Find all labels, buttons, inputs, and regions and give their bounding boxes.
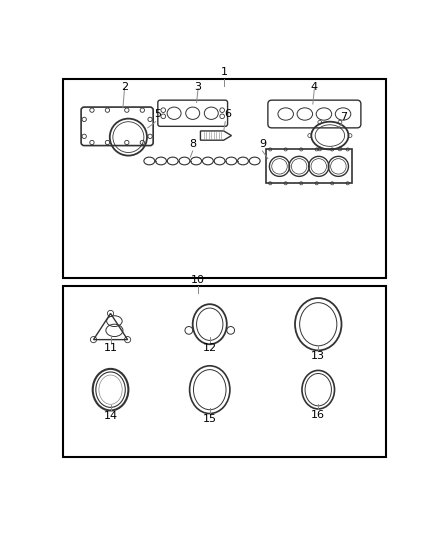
Text: 7: 7 <box>340 112 347 123</box>
Text: 15: 15 <box>203 414 217 424</box>
Bar <box>266 149 352 183</box>
Text: 6: 6 <box>224 109 231 119</box>
Text: 10: 10 <box>191 275 205 285</box>
Bar <box>63 79 386 278</box>
Text: 14: 14 <box>103 411 118 421</box>
Text: 1: 1 <box>221 67 228 77</box>
Text: 8: 8 <box>189 140 196 149</box>
Text: 11: 11 <box>103 343 117 353</box>
Text: 4: 4 <box>311 83 318 92</box>
Text: 2: 2 <box>121 83 128 92</box>
Text: 9: 9 <box>259 140 266 149</box>
Text: 3: 3 <box>194 83 201 92</box>
Text: 12: 12 <box>203 343 217 353</box>
Text: 13: 13 <box>311 351 325 361</box>
Bar <box>63 287 386 457</box>
Text: 5: 5 <box>154 109 161 119</box>
Text: 16: 16 <box>311 410 325 419</box>
